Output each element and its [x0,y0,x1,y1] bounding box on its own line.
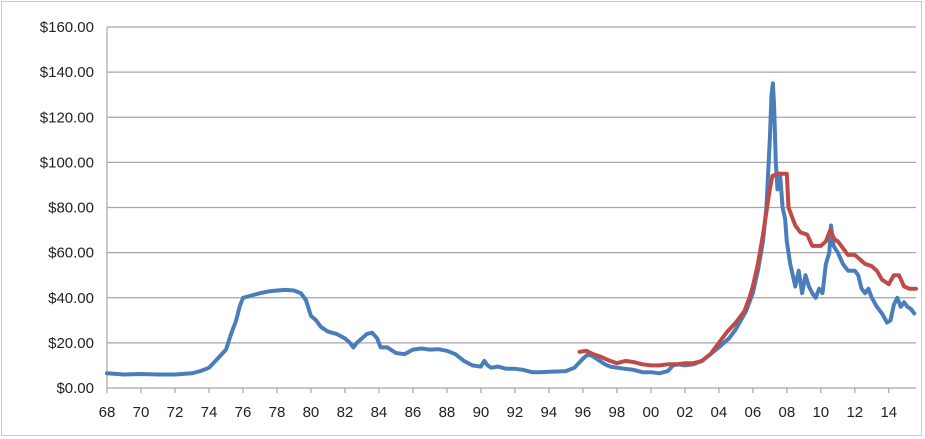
y-tick-label: $100.00 [40,154,94,171]
x-tick-label: 76 [235,404,252,421]
y-axis-tick-labels: $0.00 $20.00 $40.00 $60.00 $80.00 $100.00 $120… [40,19,94,397]
x-tick-label: 04 [711,404,728,421]
x-tick-label: 90 [473,404,490,421]
x-tick-label: 84 [371,404,388,421]
series-line-red [577,171,918,368]
x-tick-label: 94 [541,404,558,421]
x-tick-label: 68 [99,404,116,421]
y-tick-label: $0.00 [56,380,94,397]
y-tick-label: $20.00 [48,335,94,352]
x-tick-label: 72 [167,404,184,421]
x-tick-label: 78 [269,404,286,421]
gridlines [106,26,916,393]
x-axis-tick-labels: 68 70 72 74 76 78 80 82 84 86 88 90 92 94 96 98 00 02 04 06… [99,404,897,421]
series-line-blue [105,81,917,377]
x-tick-label: 96 [575,404,592,421]
x-tick-label: 80 [303,404,320,421]
x-tick-label: 70 [133,404,150,421]
y-tick-label: $60.00 [48,245,94,262]
x-tick-label: 14 [880,404,897,421]
x-tick-label: 06 [744,404,761,421]
x-tick-label: 82 [337,404,354,421]
x-tick-label: 98 [609,404,626,421]
x-tick-label: 88 [439,404,456,421]
x-tick-label: 12 [846,404,863,421]
y-tick-label: $160.00 [40,19,94,36]
y-tick-label: $80.00 [48,200,94,217]
x-tick-label: 00 [643,404,660,421]
x-tick-label: 02 [677,404,694,421]
y-tick-label: $120.00 [40,109,94,126]
x-tick-label: 86 [405,404,422,421]
y-tick-label: $140.00 [40,64,94,81]
y-tick-label: $40.00 [48,290,94,307]
x-tick-label: 74 [201,404,218,421]
x-tick-label: 08 [778,404,795,421]
x-tick-label: 10 [812,404,829,421]
series-lines [105,81,918,377]
x-tick-label: 92 [507,404,524,421]
